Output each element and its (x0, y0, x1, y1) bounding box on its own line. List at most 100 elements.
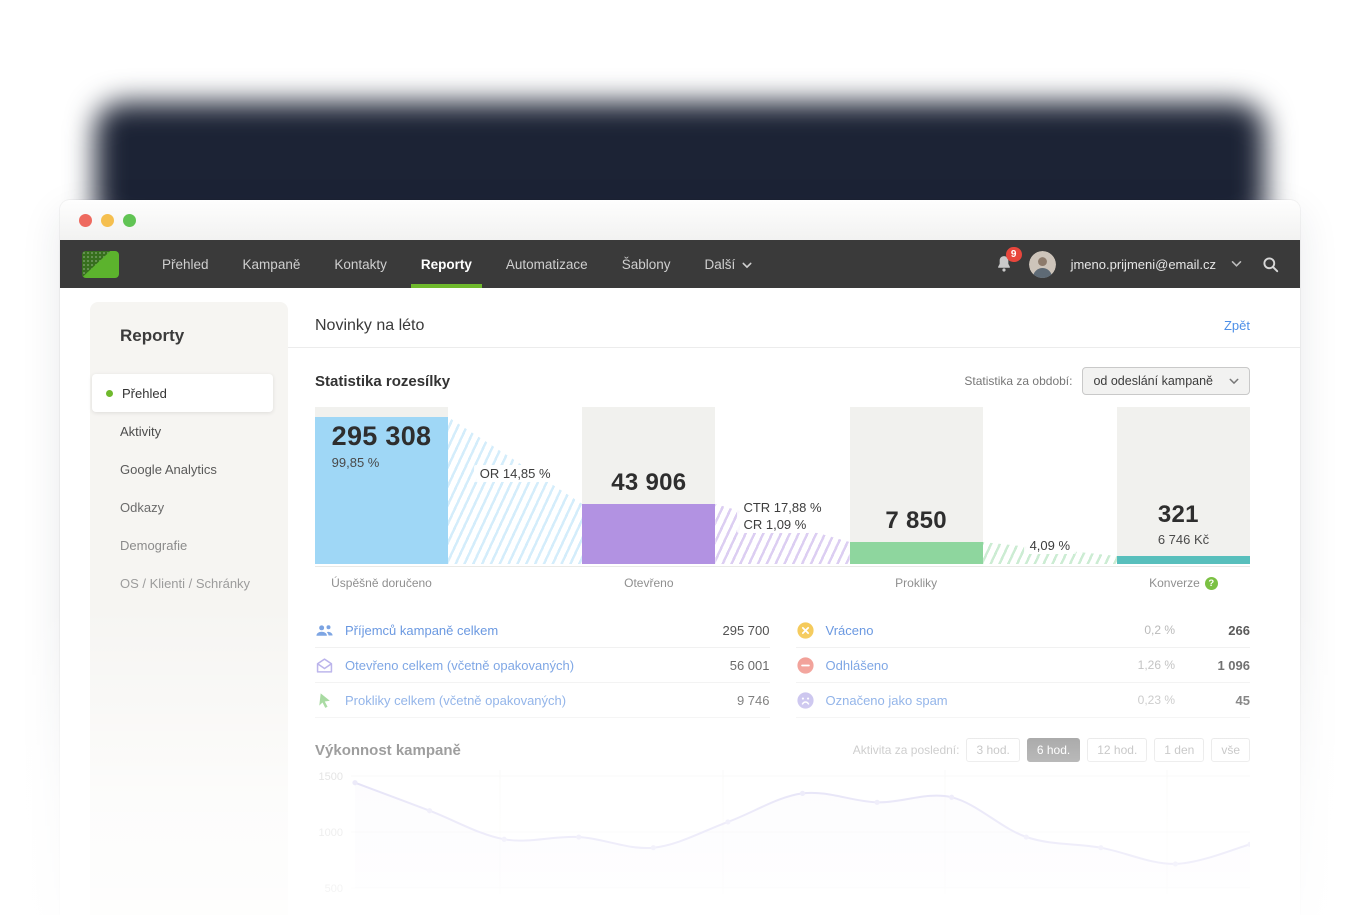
delivery-funnel-chart: 295 308 99,85 % OR 14,85 % 43 906 CTR 17,88 … (315, 407, 1250, 564)
sidebar-item-2[interactable]: Google Analytics (90, 450, 288, 488)
sidebar-item-5[interactable]: OS / Klienti / Schránky (90, 564, 288, 602)
funnel-category-3: Konverze? (1117, 576, 1250, 590)
detail-row-right-0: Vráceno 0,2 % 266 (795, 613, 1250, 648)
account-chevron-down-icon[interactable] (1231, 260, 1242, 268)
unsubscribe-icon (796, 656, 815, 675)
help-icon[interactable]: ? (1204, 576, 1218, 590)
chevron-down-icon (742, 257, 752, 272)
search-icon[interactable] (1261, 255, 1280, 274)
detail-percent: 0,2 % (1144, 623, 1175, 637)
funnel-rate-label: 4,09 % (1026, 537, 1074, 554)
nav-item-label: Kontakty (334, 256, 387, 272)
funnel-category-label: Úspěšně doručeno (331, 576, 432, 590)
nav-item-label: Kampaně (242, 256, 301, 272)
detail-link[interactable]: Prokliky celkem (včetně opakovaných) (345, 692, 567, 708)
sidebar-item-1[interactable]: Aktivity (90, 412, 288, 450)
nav-item-4[interactable]: Automatizace (489, 240, 605, 288)
sidebar-item-label: Google Analytics (120, 461, 217, 477)
funnel-connector-2: 4,09 % (982, 407, 1117, 564)
funnel-category-label: Konverze (1149, 576, 1200, 590)
open-envelope-icon (315, 656, 334, 675)
funnel-column-3: 321 6 746 Kč (1116, 407, 1250, 564)
svg-text:1500: 1500 (319, 771, 343, 783)
detail-link[interactable]: Příjemců kampaně celkem (345, 622, 499, 638)
sidebar-item-label: Demografie (120, 537, 188, 553)
nav-item-5[interactable]: Šablony (605, 240, 688, 288)
period-select[interactable]: od odeslání kampaně (1082, 367, 1250, 395)
detail-value: 266 (1228, 622, 1250, 638)
performance-line-chart: 1500 1000 500 (315, 766, 1253, 911)
performance-title: Výkonnost kampaně (315, 741, 461, 759)
funnel-value-block-1: 43 906 (582, 469, 715, 497)
page-title: Novinky na léto (315, 316, 425, 334)
activity-button-4[interactable]: vše (1211, 738, 1250, 762)
sidebar-item-label: Přehled (122, 385, 167, 401)
nav-item-2[interactable]: Kontakty (317, 240, 404, 288)
maximize-window-button[interactable] (123, 213, 136, 227)
detail-link[interactable]: Označeno jako spam (825, 692, 948, 708)
detail-value: 56 001 (729, 657, 770, 673)
funnel-value-block-2: 7 850 (850, 507, 983, 535)
avatar[interactable] (1028, 250, 1056, 278)
detail-row-left-2: Prokliky celkem (včetně opakovaných) 9 74… (315, 683, 770, 718)
sidebar-item-0[interactable]: Přehled (92, 374, 273, 412)
detail-value: 45 (1235, 692, 1250, 708)
funnel-bar-3 (1116, 556, 1250, 564)
performance-section: Výkonnost kampaně Aktivita za poslední: … (288, 738, 1300, 911)
notifications-button[interactable]: 9 (994, 247, 1022, 274)
browser-window: Přehled Kampaně Kontakty Reporty Automatizac… (60, 200, 1300, 915)
detail-percent: 0,23 % (1137, 693, 1175, 707)
sidebar-item-4[interactable]: Demografie (90, 526, 288, 564)
close-window-button[interactable] (79, 213, 92, 227)
activity-button-2[interactable]: 12 hod. (1087, 738, 1148, 762)
period-control: Statistika za období: od odeslání kampan… (964, 367, 1250, 395)
minimize-window-button[interactable] (101, 213, 114, 227)
axis-spacer (448, 576, 582, 590)
back-link[interactable]: Zpět (1223, 318, 1250, 333)
nav-item-label: Šablony (621, 256, 671, 272)
activity-button-3[interactable]: 1 den (1154, 738, 1205, 762)
funnel-value-inner: 7 850 (885, 507, 947, 535)
chevron-down-icon (1229, 378, 1239, 384)
detail-link[interactable]: Odhlášeno (825, 657, 889, 673)
nav-item-3[interactable]: Reporty (404, 240, 489, 288)
app-body: Reporty Přehled Aktivity Google Analytics O… (60, 288, 1300, 915)
nav-item-6[interactable]: Další (687, 240, 769, 288)
sidebar-item-3[interactable]: Odkazy (90, 488, 288, 526)
funnel-value-block-0: 295 308 99,85 % (315, 421, 448, 472)
active-dot (106, 389, 113, 397)
sidebar-item-label: Odkazy (120, 499, 165, 515)
stats-section-title: Statistika rozesílky (315, 372, 451, 390)
funnel-column-1: 43 906 (582, 407, 716, 564)
detail-link[interactable]: Otevřeno celkem (včetně opakovaných) (345, 657, 575, 673)
funnel-connector-stripes (448, 417, 583, 564)
svg-text:500: 500 (325, 883, 343, 895)
funnel-category-label: Otevřeno (624, 576, 674, 590)
ecomail-logo[interactable] (82, 250, 119, 278)
funnel-value: 295 308 (331, 421, 432, 451)
detail-list-left: Příjemců kampaně celkem 295 700 Otevřeno c… (315, 613, 770, 718)
top-navbar: Přehled Kampaně Kontakty Reporty Automatizac… (60, 240, 1300, 288)
activity-button-0[interactable]: 3 hod. (966, 738, 1020, 762)
funnel-rate-label: OR 14,85 % (476, 465, 554, 482)
main-nav: Přehled Kampaně Kontakty Reporty Automatizac… (145, 240, 769, 288)
funnel-connector-0: OR 14,85 % (448, 407, 583, 564)
activity-button-1[interactable]: 6 hod. (1026, 738, 1081, 762)
funnel-value: 43 906 (611, 469, 687, 496)
activity-label: Aktivita za poslední: (852, 743, 960, 757)
detail-link[interactable]: Vráceno (825, 622, 874, 638)
sidebar-items: Přehled Aktivity Google Analytics Odkazy Dem… (90, 374, 288, 602)
nav-item-0[interactable]: Přehled (145, 240, 226, 288)
funnel-rate-label: CR 1,09 % (740, 516, 810, 533)
funnel-axis-labels: Úspěšně doručeno Otevřeno Prokliky Konverze… (315, 566, 1250, 599)
detail-value: 295 700 (722, 622, 770, 638)
funnel-sub-value: 99,85 % (331, 455, 380, 470)
notification-badge: 9 (1005, 247, 1022, 262)
nav-item-1[interactable]: Kampaně (226, 240, 318, 288)
user-email[interactable]: jmeno.prijmeni@email.cz (1070, 256, 1216, 272)
reports-sidebar: Reporty Přehled Aktivity Google Analytics O… (90, 302, 288, 915)
nav-item-label: Další (704, 256, 736, 272)
line-chart-svg: 1500 1000 500 (319, 770, 1253, 895)
funnel-column-2: 7 850 (849, 407, 983, 564)
navbar-right: 9 jmeno.prijmeni@email.cz (994, 240, 1280, 288)
